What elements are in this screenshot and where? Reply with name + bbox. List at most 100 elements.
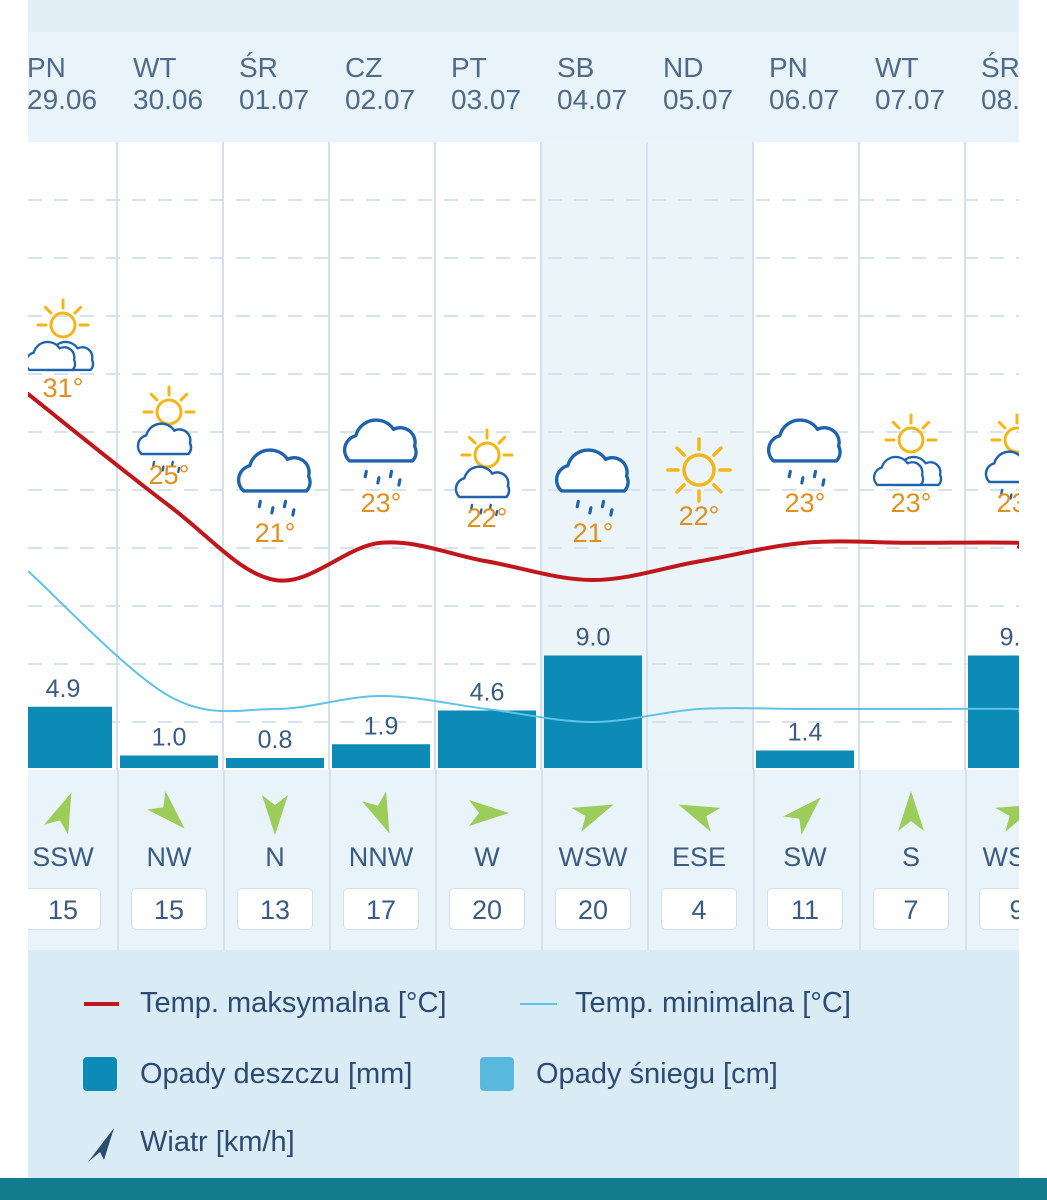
wind-separator [647,770,649,950]
wind-separator [965,770,967,950]
temp-max-label: 23° [361,488,402,518]
cloud-icon [872,455,925,487]
wind-separator [859,770,861,950]
day-date: 07.07 [875,84,946,115]
day-label[interactable]: PN 29.06 [28,52,133,116]
temp-max-line [28,392,1019,583]
day-name: ND [663,52,704,83]
rain-cloud-icon [342,418,418,487]
day-label[interactable]: WT 30.06 [133,52,239,116]
day-label[interactable]: ŚR 01.07 [239,52,345,116]
wind-speed: 20 [555,888,631,930]
wind-row: SSW15NW15N13NNW17W20WSW20ESE4SW11S7WSW9 [28,770,1019,950]
sun-icon [666,437,732,503]
wind-cell: SSW 15 [28,770,116,950]
rain-value-label: 1.0 [152,724,187,752]
rain-value-label: 0.8 [258,726,293,754]
sun-icon [990,413,1019,454]
day-label[interactable]: PN 06.07 [769,52,875,116]
sun-icon [460,428,514,469]
wind-direction: W [474,842,500,872]
rain-cloud-icon [236,448,312,517]
day-label[interactable]: CZ 02.07 [345,52,451,116]
day-date: 06.07 [769,84,840,115]
rain-value-label: 4.6 [470,679,505,707]
day-date: 04.07 [557,84,628,115]
wind-speed: 13 [237,888,313,930]
day-label[interactable]: WT 07.07 [875,52,981,116]
day-date: 29.06 [28,84,98,115]
wind-arrow-icon [88,1128,114,1162]
wind-arrow-icon [44,792,72,835]
temp-max-label: 21° [573,518,614,548]
day-name: WT [875,52,919,83]
rain-legend-swatch [83,1057,117,1091]
wind-direction: NNW [348,842,414,872]
chart-legend: Temp. maksymalna [°C] Temp. minimalna [°… [28,950,1019,1180]
temp-max-label: 22° [679,501,720,531]
day-label[interactable]: ND 05.07 [663,52,769,116]
wind-cell: WSW 20 [540,770,646,950]
right-edge [1019,0,1047,1178]
day-label[interactable]: PT 03.07 [451,52,557,116]
wind-separator [753,770,755,950]
temp-max-label: 23° [997,488,1019,518]
day-date: 30.06 [133,84,204,115]
wind-separator [329,770,331,950]
rain-cloud-icon [766,418,842,487]
wind-separator [541,770,543,950]
wind-separator [117,770,119,950]
wind-separator [435,770,437,950]
top-strip [28,0,1019,32]
day-date: 02.07 [345,84,416,115]
wind-speed: 7 [873,888,949,930]
wind-speed: 15 [28,888,101,930]
temp-max-label: 22° [467,503,508,533]
wind-arrow-icon [678,804,721,832]
wind-arrow-icon [898,791,924,831]
day-date: 01.07 [239,84,310,115]
rain-bar [756,750,854,768]
wind-arrow-icon [469,800,509,826]
temp-max-label: 25° [149,460,190,490]
rain-bar [332,744,430,768]
wind-direction: N [265,842,285,872]
day-name: WT [133,52,177,83]
wind-direction: SW [783,842,827,872]
bottom-bar [0,1178,1047,1200]
wind-direction: ESE [671,842,727,872]
forecast-chart-svg: 4.9 1.0 0.8 1.9 4.6 9.0 1.4 9.0 31° 25° 21° 23° 22° 2… [28,142,1019,770]
sun-cloud-icon [28,298,95,372]
cloud-icon [766,418,842,487]
day-name: ŚR [981,52,1019,83]
temp-max-legend-swatch [84,1002,119,1006]
cloud-icon [28,340,77,372]
day-date: 05.07 [663,84,734,115]
legend-snow-label: Opady śniegu [cm] [536,1058,778,1090]
day-label[interactable]: SB 04.07 [557,52,663,116]
day-name: CZ [345,52,383,83]
temp-max-label: 23° [891,488,932,518]
sun-icon [36,298,90,339]
temp-max-label: 31° [43,373,84,403]
temp-min-legend-swatch [520,1003,557,1005]
rain-value-label: 1.4 [788,719,823,747]
sun-icon [666,437,732,503]
forecast-chart: 4.9 1.0 0.8 1.9 4.6 9.0 1.4 9.0 31° 25° 21° 23° 22° 2… [28,142,1019,770]
wind-cell: WSW 9 [964,770,1019,950]
wind-direction: SSW [32,842,94,872]
wind-arrow-icon [147,791,185,829]
wind-cell: SW 11 [752,770,858,950]
wind-speed: 4 [661,888,737,930]
cloud-icon [136,422,193,474]
rain-bar [544,655,642,768]
wind-speed: 15 [131,888,207,930]
wind-speed: 11 [767,888,843,930]
legend-temp-max-label: Temp. maksymalna [°C] [140,987,447,1019]
day-header-row: PN 29.06 WT 30.06 ŚR 01.07 CZ 02.07 PT 03.07 SB 04.… [28,32,1019,142]
temp-max-label: 23° [785,488,826,518]
wind-direction: S [901,842,920,872]
day-name: PN [28,52,66,83]
